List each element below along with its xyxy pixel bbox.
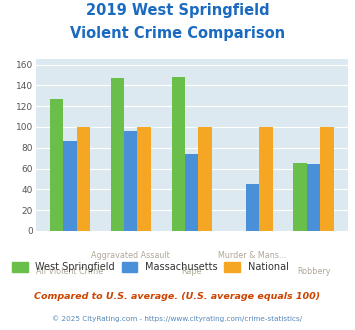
Bar <box>171 77 185 231</box>
Text: Rape: Rape <box>181 267 202 276</box>
Text: Aggravated Assault: Aggravated Assault <box>91 251 170 260</box>
Bar <box>77 127 90 231</box>
Text: Robbery: Robbery <box>297 267 331 276</box>
Text: Violent Crime Comparison: Violent Crime Comparison <box>70 26 285 41</box>
Bar <box>137 127 151 231</box>
Bar <box>124 131 137 231</box>
Bar <box>185 154 198 231</box>
Bar <box>50 99 63 231</box>
Bar <box>260 127 273 231</box>
Text: Murder & Mans...: Murder & Mans... <box>218 251 287 260</box>
Bar <box>246 184 260 231</box>
Bar <box>307 164 320 231</box>
Legend: West Springfield, Massachusetts, National: West Springfield, Massachusetts, Nationa… <box>12 262 289 272</box>
Bar <box>111 78 124 231</box>
Bar <box>63 141 77 231</box>
Bar <box>320 127 334 231</box>
Bar <box>294 163 307 231</box>
Text: 2019 West Springfield: 2019 West Springfield <box>86 3 269 18</box>
Bar <box>198 127 212 231</box>
Text: Compared to U.S. average. (U.S. average equals 100): Compared to U.S. average. (U.S. average … <box>34 292 321 301</box>
Text: © 2025 CityRating.com - https://www.cityrating.com/crime-statistics/: © 2025 CityRating.com - https://www.city… <box>53 315 302 322</box>
Text: All Violent Crime: All Violent Crime <box>36 267 103 276</box>
